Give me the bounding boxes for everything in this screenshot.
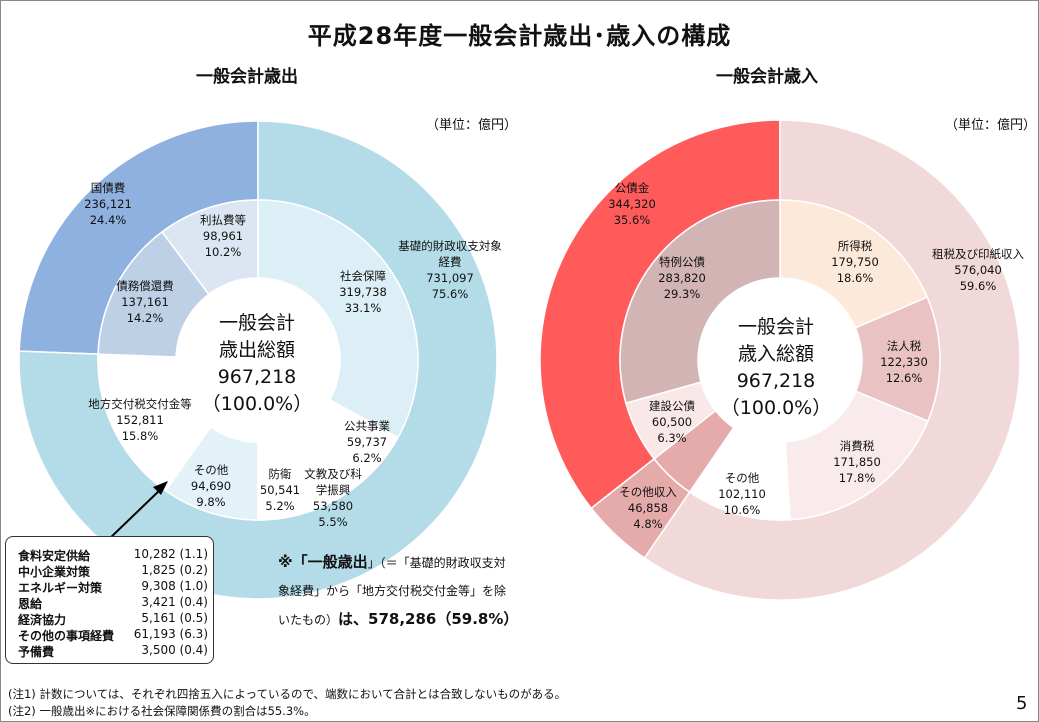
label-sonota-exp: その他 94,690 9.8% — [190, 463, 232, 509]
general-expenditure-note: ※「一般歳出」（＝「基礎的財政収支対 象経費」から「地方交付税交付金等」を除 い… — [278, 553, 519, 628]
revenue-subtitle: 一般会計歳入 — [716, 67, 818, 87]
label-kiso-zaisei: 基礎的財政収支対象経費 731,097 75.6% — [398, 239, 502, 301]
label-chiho-kofuzei: 地方交付税交付金等 152,811 15.8% — [88, 397, 192, 443]
label-hojinzei: 法人税 122,330 12.6% — [880, 339, 928, 385]
label-shakai-hosho: 社会保障 319,738 33.1% — [339, 269, 387, 315]
label-kensetsu-kosai: 建設公債 60,500 6.3% — [649, 399, 695, 445]
revenue-center-total: 一般会計 歳入総額 967,218 （100.0%） — [720, 316, 832, 419]
label-kokusaihi: 国債費 236,121 24.4% — [84, 181, 132, 227]
label-shohizei: 消費税 171,850 17.8% — [833, 439, 881, 485]
footnote-2: (注2) 一般歳出※における社会保障関係費の割合は55.3%。 — [8, 704, 316, 718]
label-haraihi: 利払費等 98,961 10.2% — [200, 213, 246, 259]
breakdown-row: エネルギー対策 9,308 (1.0) — [18, 579, 208, 595]
breakdown-row: 予備費 3,500 (0.4) — [18, 643, 208, 659]
label-saimu-shokan: 債務償還費 137,161 14.2% — [116, 279, 174, 325]
label-bunkyo: 文教及び科学振興 53,580 5.5% — [304, 467, 362, 529]
footnote-1: (注1) 計数については、それぞれ四捨五入によっているので、端数において合計とは… — [8, 687, 567, 701]
page-number: 5 — [1016, 693, 1028, 714]
label-shotokuzei: 所得税 179,750 18.6% — [831, 239, 879, 285]
breakdown-row: その他の事項経費 61,193 (6.3) — [18, 627, 208, 643]
breakdown-row: 食料安定供給 10,282 (1.1) — [18, 547, 208, 563]
other-callout-arrow — [107, 487, 163, 541]
breakdown-row: 中小企業対策 1,825 (0.2) — [18, 563, 208, 579]
expenditure-center-hole — [176, 278, 340, 442]
arrow-head-icon — [153, 481, 168, 495]
revenue-donut — [539, 119, 1021, 601]
other-breakdown-box: 食料安定供給 10,282 (1.1) 中小企業対策 1,825 (0.2) エネル… — [5, 536, 214, 664]
label-sonota-shunyu: その他収入 46,858 4.8% — [619, 485, 677, 531]
revenue-unit-label: （単位：億円） — [945, 118, 1037, 133]
revenue-center-hole — [698, 278, 862, 442]
label-sozei: 租税及び印紙収入 576,040 59.6% — [932, 247, 1024, 293]
label-tokurei-kosai: 特例公債 283,820 29.3% — [658, 255, 706, 301]
breakdown-row: 恩給 3,421 (0.4) — [18, 595, 208, 611]
expenditure-center-total: 一般会計 歳出総額 967,218 （100.0%） — [201, 312, 313, 415]
expenditure-unit-label: （単位：億円） — [426, 118, 518, 133]
expenditure-subtitle: 一般会計歳出 — [196, 67, 298, 87]
label-sonota-rev: その他 102,110 10.6% — [718, 471, 766, 517]
page-title: 平成28年度一般会計歳出･歳入の構成 — [307, 22, 732, 50]
label-kosaikin: 公債金 344,320 35.6% — [608, 181, 656, 227]
label-kokyo-jigyo: 公共事業 59,737 6.2% — [344, 419, 390, 465]
label-boei: 防衛 50,541 5.2% — [259, 467, 301, 513]
breakdown-row: 経済協力 5,161 (0.5) — [18, 611, 208, 627]
expenditure-donut — [18, 120, 498, 600]
